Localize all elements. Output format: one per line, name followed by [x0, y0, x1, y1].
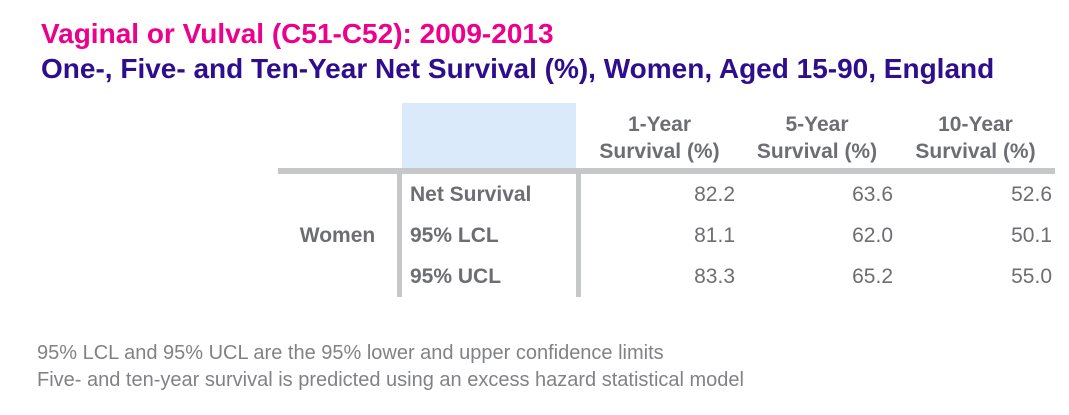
value-cell-net-survival-10yr: 52.6 [1011, 182, 1052, 206]
row-label-95-ucl: 95% UCL [410, 264, 502, 288]
row-group-label-women: Women [299, 223, 376, 247]
column-header-10-year: 10-Year Survival (%) [896, 103, 1055, 168]
column-header-line1: 5-Year [785, 113, 849, 136]
column-header-line2: Survival (%) [599, 140, 720, 163]
corner-cell [402, 103, 576, 168]
vertical-divider-right [576, 174, 581, 297]
column-header-line1: 10-Year [938, 113, 1013, 136]
page-title: Vaginal or Vulval (C51-C52): 2009-2013 [41, 18, 554, 49]
header-rule [278, 168, 1055, 174]
value-cell-lcl-1yr: 81.1 [694, 223, 735, 247]
footnote-confidence-limits: 95% LCL and 95% UCL are the 95% lower an… [37, 342, 664, 364]
column-header-line1: 1-Year [627, 113, 692, 136]
page-subtitle: One-, Five- and Ten-Year Net Survival (%… [41, 53, 995, 84]
value-cell-lcl-10yr: 50.1 [1011, 223, 1052, 247]
value-cell-net-survival-5yr: 63.6 [852, 182, 893, 206]
value-cell-ucl-10yr: 55.0 [1011, 264, 1052, 288]
column-header-line2: Survival (%) [915, 140, 1036, 163]
column-header-1-year: 1-Year Survival (%) [581, 103, 738, 168]
vertical-divider-left [397, 174, 402, 297]
value-cell-lcl-5yr: 62.0 [852, 223, 893, 247]
row-label-net-survival: Net Survival [410, 182, 532, 206]
column-header-line2: Survival (%) [756, 140, 878, 163]
row-label-95-lcl: 95% LCL [410, 223, 499, 247]
value-cell-net-survival-1yr: 82.2 [694, 182, 735, 206]
column-header-5-year: 5-Year Survival (%) [738, 103, 896, 168]
footnote-excess-hazard-model: Five- and ten-year survival is predicted… [37, 369, 744, 391]
value-cell-ucl-5yr: 65.2 [852, 264, 893, 288]
footnotes: 95% LCL and 95% UCL are the 95% lower an… [37, 340, 744, 394]
value-cell-ucl-1yr: 83.3 [694, 264, 735, 288]
survival-table: 1-Year Survival (%) 5-Year Survival (%) … [278, 103, 1055, 297]
